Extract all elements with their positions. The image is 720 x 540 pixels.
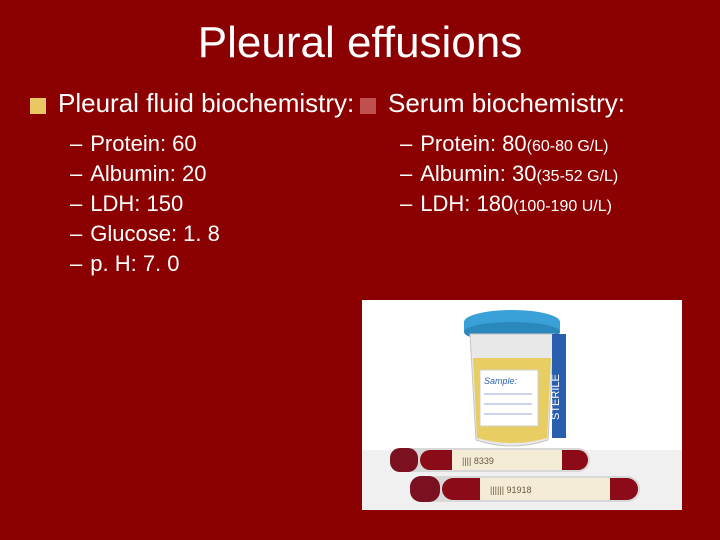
left-sub-label: p. H: 7. 0 [90, 251, 179, 277]
square-bullet-icon [30, 98, 46, 114]
right-heading-text: Serum biochemistry: [388, 88, 625, 119]
left-heading: Pleural fluid biochemistry: [30, 88, 360, 119]
left-sub-label: Protein: 60 [90, 131, 196, 157]
sample-label: Sample: [484, 376, 518, 386]
right-sub-item: –LDH: 180 (100-190 U/L) [400, 191, 690, 217]
dash-bullet: – [70, 131, 82, 157]
svg-text:|||| 8339: |||| 8339 [462, 456, 494, 466]
left-sub-label: LDH: 150 [90, 191, 183, 217]
sterile-label: STERILE [550, 374, 562, 420]
dash-bullet: – [70, 191, 82, 217]
content-columns: Pleural fluid biochemistry: –Protein: 60… [0, 88, 720, 281]
left-sub-label: Albumin: 20 [90, 161, 206, 187]
svg-text:|||||| 91918: |||||| 91918 [490, 485, 532, 495]
slide-title: Pleural effusions [0, 0, 720, 88]
dash-bullet: – [400, 161, 412, 187]
right-column: Serum biochemistry: –Protein: 80 (60-80 … [360, 88, 690, 281]
left-sub-item: –LDH: 150 [70, 191, 360, 217]
right-sub-item: –Protein: 80 (60-80 G/L) [400, 131, 690, 157]
left-sub-label: Glucose: 1. 8 [90, 221, 220, 247]
dash-bullet: – [400, 191, 412, 217]
left-heading-text: Pleural fluid biochemistry: [58, 88, 354, 119]
right-sub-label: Albumin: 30 [420, 161, 536, 187]
dash-bullet: – [400, 131, 412, 157]
left-column: Pleural fluid biochemistry: –Protein: 60… [30, 88, 360, 281]
dash-bullet: – [70, 161, 82, 187]
right-sub-range: (60-80 G/L) [527, 138, 609, 156]
right-sub-item: –Albumin: 30 (35-52 G/L) [400, 161, 690, 187]
right-sub-label: Protein: 80 [420, 131, 526, 157]
left-sub-item: –Albumin: 20 [70, 161, 360, 187]
dash-bullet: – [70, 251, 82, 277]
left-sub-item: –Protein: 60 [70, 131, 360, 157]
square-bullet-icon [360, 98, 376, 114]
left-sub-item: –p. H: 7. 0 [70, 251, 360, 277]
right-sub-label: LDH: 180 [420, 191, 513, 217]
right-heading: Serum biochemistry: [360, 88, 690, 119]
left-sub-item: –Glucose: 1. 8 [70, 221, 360, 247]
dash-bullet: – [70, 221, 82, 247]
right-sub-range: (35-52 G/L) [536, 168, 618, 186]
right-sub-range: (100-190 U/L) [513, 198, 612, 216]
sample-photo: STERILE Sample: |||| 8339 |||||| 91918 [362, 300, 682, 510]
